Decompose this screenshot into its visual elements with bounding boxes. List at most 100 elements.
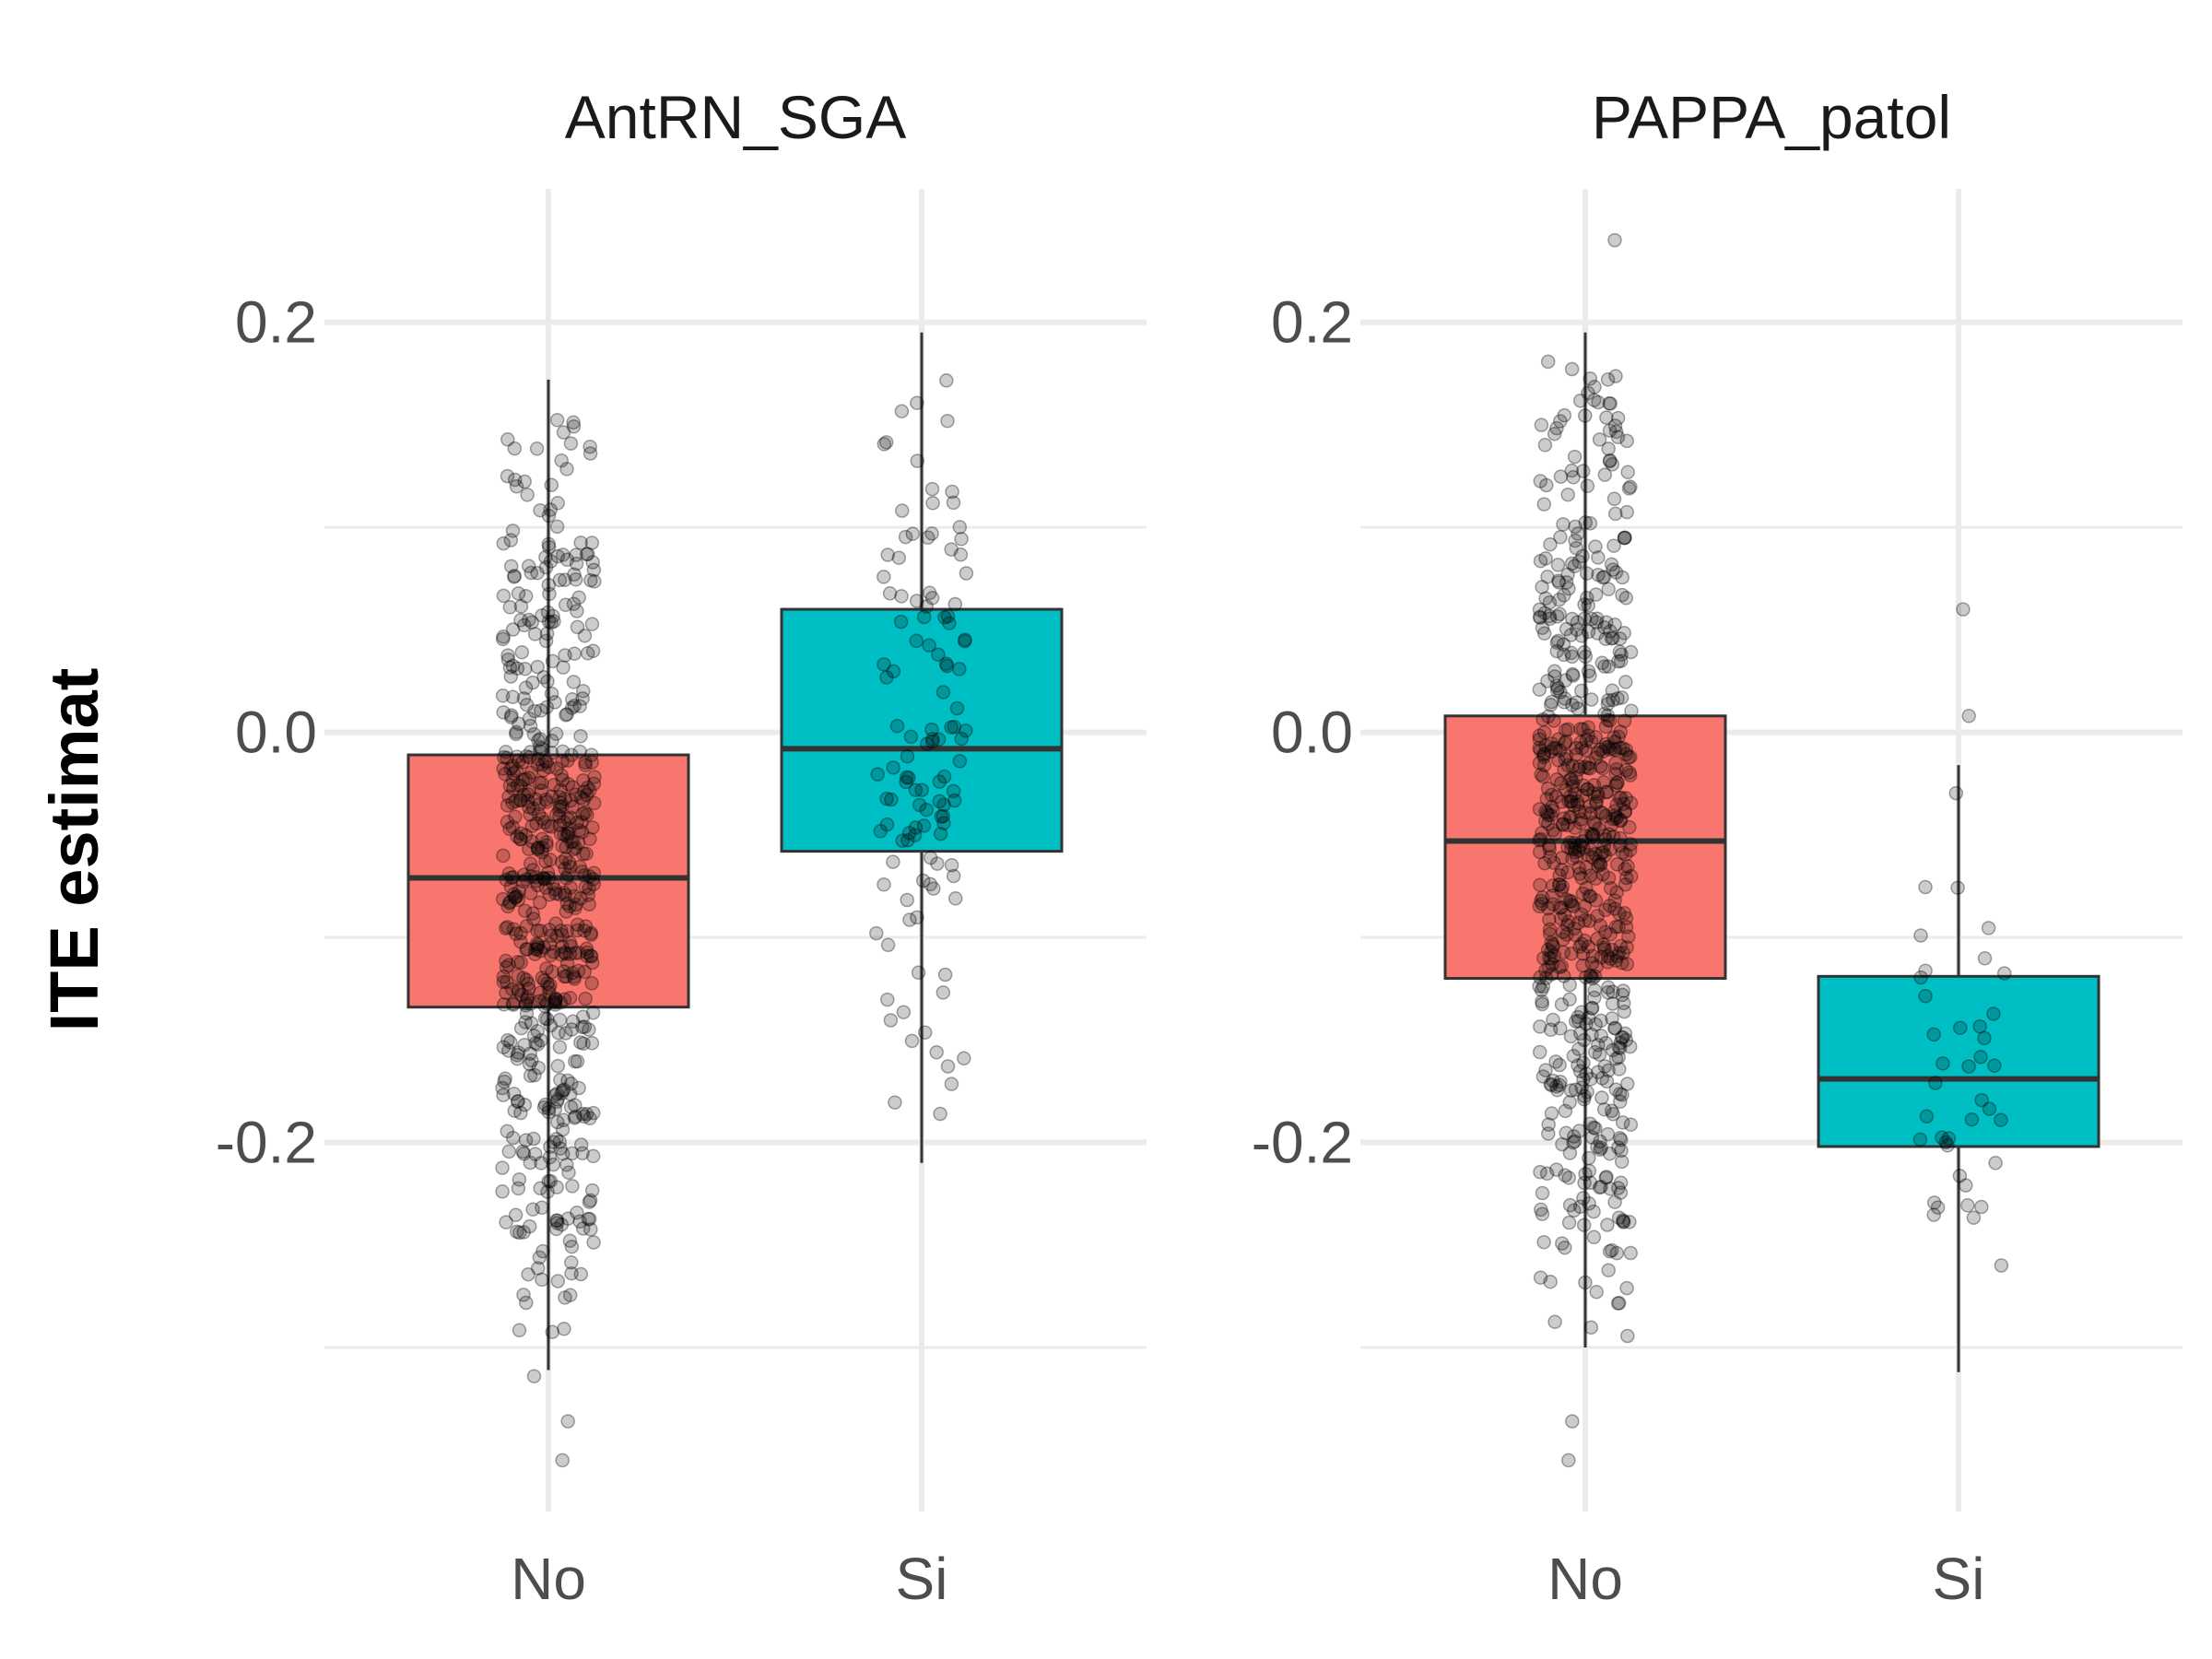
data-point (587, 574, 602, 589)
data-point (1563, 771, 1579, 786)
data-point (509, 479, 524, 494)
data-point (557, 827, 571, 842)
data-point (1585, 971, 1600, 986)
data-point (1591, 1037, 1606, 1053)
data-point (1564, 794, 1579, 809)
y-axis-label: ITE estimat (36, 668, 112, 1032)
data-point (908, 820, 924, 835)
data-point (1544, 967, 1559, 982)
data-point (1567, 1134, 1583, 1148)
data-point (529, 441, 545, 456)
data-point (891, 550, 907, 565)
data-point (1604, 630, 1619, 646)
data-point (905, 526, 921, 541)
data-point (503, 710, 519, 724)
data-point (1580, 760, 1595, 776)
data-point (557, 992, 572, 1007)
data-point (1547, 855, 1561, 870)
data-point (1566, 1129, 1582, 1144)
data-point (540, 1011, 555, 1027)
data-point (1598, 832, 1613, 847)
data-point (503, 761, 518, 776)
data-point (923, 877, 938, 892)
data-point (527, 703, 542, 719)
data-point (1607, 735, 1623, 749)
data-point (1537, 855, 1552, 871)
data-point (1535, 769, 1550, 784)
data-point (952, 520, 968, 535)
data-point (1613, 938, 1629, 954)
data-point (524, 565, 539, 581)
data-point (1539, 477, 1554, 493)
data-point (534, 783, 549, 798)
data-point (912, 797, 927, 813)
data-point (1593, 857, 1608, 873)
data-point (570, 1205, 584, 1220)
data-point (533, 924, 548, 938)
data-point (1540, 354, 1556, 370)
data-point (1533, 970, 1547, 985)
data-point (1543, 1077, 1559, 1091)
data-point (533, 985, 547, 1000)
data-point (560, 867, 576, 882)
data-point (538, 559, 554, 575)
data-point (1544, 787, 1559, 803)
data-point (870, 767, 885, 782)
data-point (944, 857, 959, 873)
data-point (1532, 740, 1547, 756)
data-point (1609, 809, 1625, 825)
data-point (947, 891, 963, 906)
data-point (1595, 744, 1610, 759)
data-point (533, 502, 547, 518)
outlier-point (1565, 1414, 1580, 1429)
data-point (1608, 756, 1623, 771)
data-point (1578, 805, 1593, 820)
x-tick-label: No (511, 1546, 586, 1612)
data-point (1559, 575, 1574, 590)
data-point (533, 744, 547, 759)
data-point (1584, 956, 1599, 971)
data-point (886, 664, 901, 679)
data-point (574, 815, 589, 830)
data-point (926, 881, 941, 896)
data-point (1608, 919, 1624, 935)
data-point (1559, 748, 1574, 764)
data-point (1546, 939, 1560, 955)
data-point (1603, 1182, 1618, 1196)
data-point (544, 819, 559, 834)
data-point (558, 1290, 572, 1305)
data-point (524, 1053, 539, 1068)
data-point (916, 818, 932, 833)
data-point (560, 812, 576, 827)
data-point (1568, 533, 1583, 548)
data-point (545, 733, 559, 748)
data-point (1544, 944, 1559, 959)
data-point (907, 828, 923, 843)
data-point (877, 437, 892, 452)
data-point (1545, 957, 1559, 971)
data-point (1608, 1051, 1624, 1066)
data-point (915, 873, 931, 888)
data-point (534, 703, 548, 718)
data-point (533, 944, 548, 959)
data-point (1612, 1086, 1628, 1101)
data-point (879, 817, 895, 832)
data-point (934, 809, 948, 824)
data-point (1596, 838, 1611, 853)
data-point (1568, 1082, 1583, 1097)
data-point (565, 965, 581, 981)
data-point (1609, 885, 1624, 900)
data-point (513, 826, 529, 841)
y-tick-label: 0.0 (1271, 700, 1353, 766)
data-point (571, 963, 586, 979)
data-point (1615, 845, 1630, 860)
data-point (1583, 798, 1597, 814)
data-point (1613, 653, 1629, 668)
data-point (937, 610, 952, 625)
data-point (577, 806, 593, 820)
data-point (1961, 1059, 1976, 1074)
data-point (1618, 675, 1633, 689)
data-point (1563, 794, 1579, 808)
data-point (518, 995, 534, 1011)
